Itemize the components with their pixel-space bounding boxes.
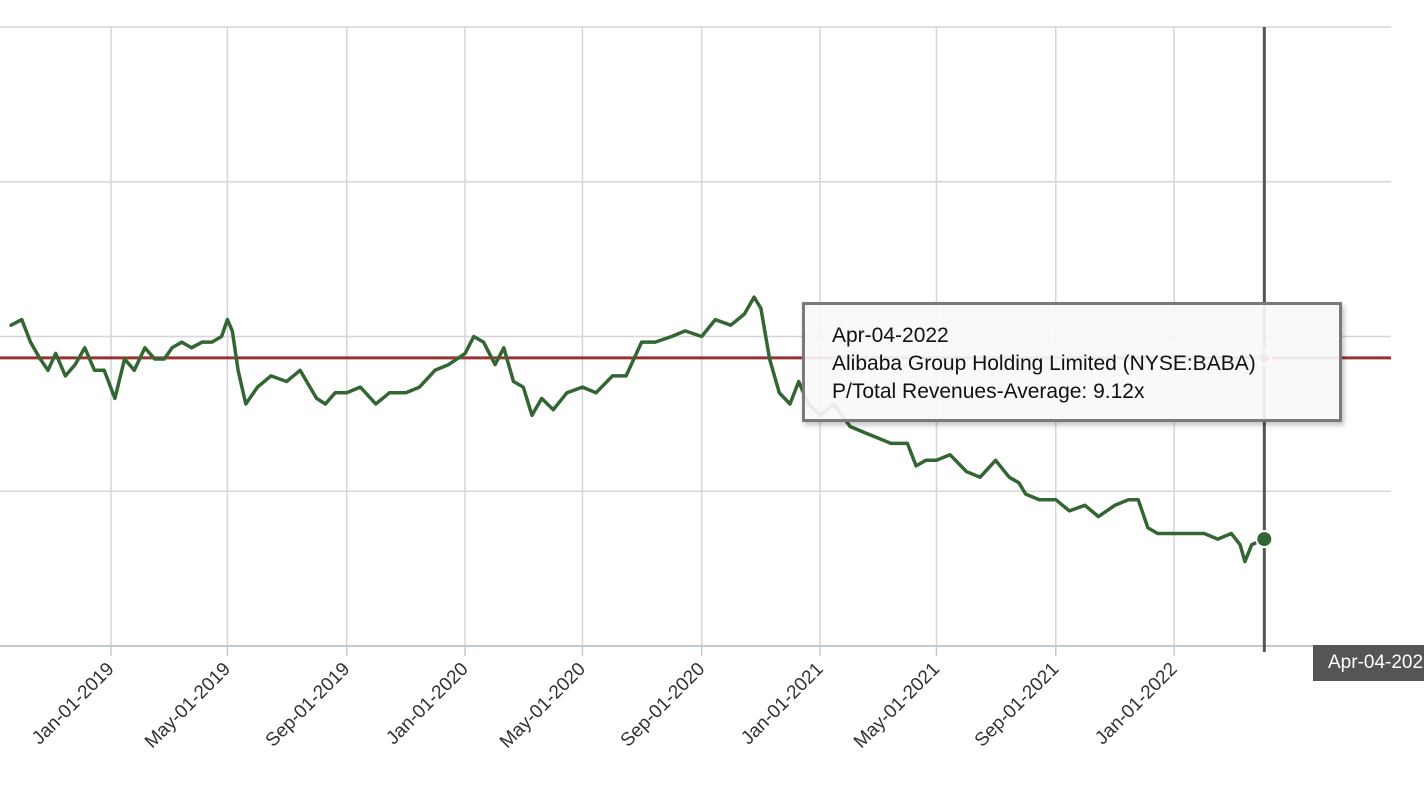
series-line [9, 295, 1267, 564]
x-tick-label: Jan-01-2019 [28, 659, 118, 749]
x-tick-label: May-01-2019 [141, 659, 235, 753]
x-tick-label: May-01-2021 [850, 659, 944, 753]
x-tick-label: Sep-01-2019 [262, 659, 355, 752]
x-tick-label: Jan-01-2021 [737, 659, 827, 749]
x-tick-label: Jan-01-2022 [1091, 659, 1181, 749]
series-marker [1255, 530, 1274, 549]
x-tick-label: Sep-01-2020 [617, 659, 710, 752]
x-tick-label: Sep-01-2021 [971, 659, 1064, 752]
tooltip-date: Apr-04-2022 [832, 324, 949, 347]
crosshair-date-label: Apr-04-2022 [1313, 645, 1424, 681]
x-tick-label: Jan-01-2020 [382, 659, 472, 749]
tooltip-metric: P/Total Revenues-Average: 9.12x [832, 380, 1145, 403]
data-tooltip: Apr-04-2022 Alibaba Group Holding Limite… [802, 302, 1342, 422]
x-tick-label: May-01-2020 [496, 659, 590, 753]
tooltip-company: Alibaba Group Holding Limited (NYSE:BABA… [832, 352, 1256, 375]
